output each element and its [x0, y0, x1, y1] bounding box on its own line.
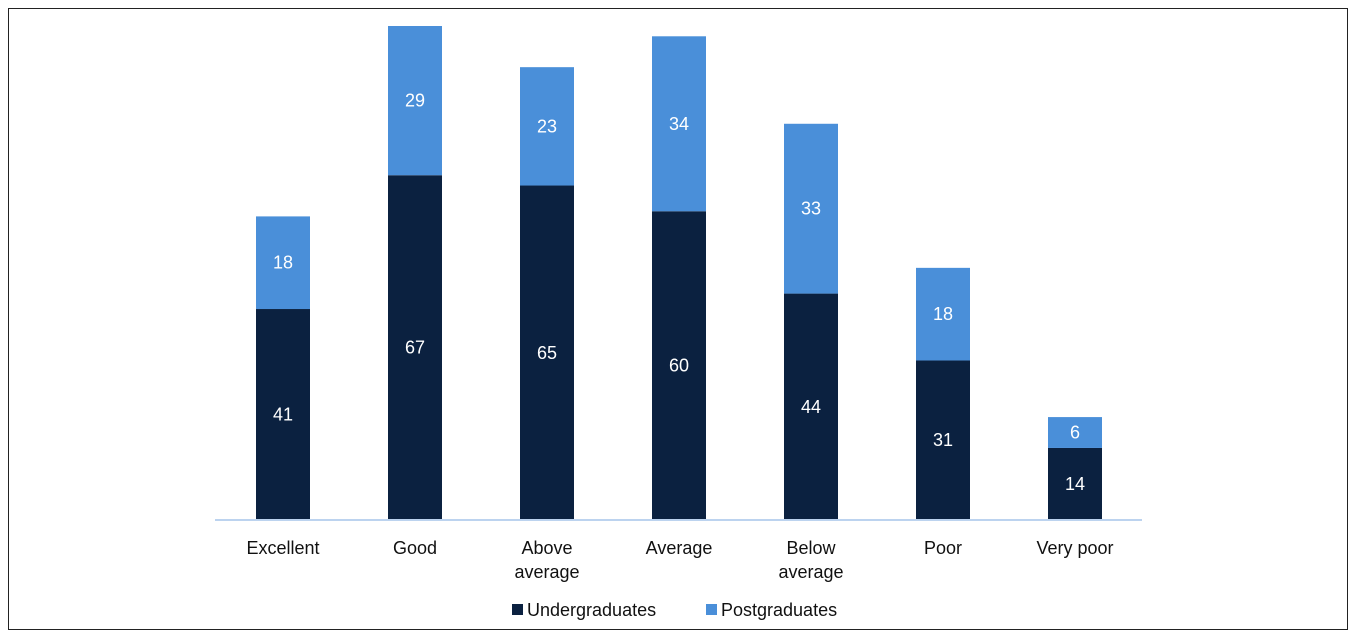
legend-swatch-undergraduates: [512, 604, 523, 615]
data-label-postgraduates-2: 23: [537, 116, 557, 136]
data-label-undergraduates-5: 31: [933, 430, 953, 450]
bar-undergraduates-5: [916, 360, 970, 520]
x-tick-label-0: Excellent: [246, 538, 319, 558]
data-label-undergraduates-3: 60: [669, 356, 689, 376]
bar-postgraduates-0: [256, 216, 310, 310]
bar-undergraduates-3: [652, 211, 706, 520]
legend: Undergraduates Postgraduates: [512, 600, 837, 620]
bar-undergraduates-2: [520, 185, 574, 521]
x-tick-label-5: Poor: [924, 538, 962, 558]
data-label-undergraduates-1: 67: [405, 338, 425, 358]
x-tick-label-2: average: [514, 562, 579, 582]
bar-undergraduates-4: [784, 293, 838, 520]
bar-postgraduates-4: [784, 123, 838, 294]
x-tick-label-1: Good: [393, 538, 437, 558]
bar-postgraduates-2: [520, 67, 574, 186]
bar-undergraduates-0: [256, 309, 310, 520]
bar-undergraduates-6: [1048, 447, 1102, 520]
x-tick-label-6: Very poor: [1036, 538, 1113, 558]
data-label-postgraduates-6: 6: [1070, 423, 1080, 443]
x-tick-labels: Excellent Good Above average Average Below ave…: [246, 538, 1113, 582]
bar-postgraduates-3: [652, 36, 706, 212]
x-tick-label-4: Below: [786, 538, 836, 558]
data-label-postgraduates-5: 18: [933, 304, 953, 324]
bar-postgraduates-5: [916, 267, 970, 361]
bar-postgraduates-6: [1048, 417, 1102, 448]
x-tick-label-2: Above: [521, 538, 572, 558]
x-tick-label-3: Average: [646, 538, 713, 558]
bar-undergraduates-1: [388, 175, 442, 520]
data-label-undergraduates-6: 14: [1065, 474, 1085, 494]
bars-layer: 41 18 67 29 65 23 60 34 44 33 31 18 14 6: [256, 26, 1102, 521]
data-label-postgraduates-0: 18: [273, 253, 293, 273]
x-tick-label-4: average: [778, 562, 843, 582]
data-label-undergraduates-2: 65: [537, 343, 557, 363]
bar-postgraduates-1: [388, 26, 442, 176]
data-label-undergraduates-4: 44: [801, 397, 821, 417]
legend-label-undergraduates: Undergraduates: [527, 600, 656, 620]
data-label-postgraduates-1: 29: [405, 91, 425, 111]
legend-swatch-postgraduates: [706, 604, 717, 615]
data-label-postgraduates-3: 34: [669, 114, 689, 134]
data-label-undergraduates-0: 41: [273, 405, 293, 425]
legend-label-postgraduates: Postgraduates: [721, 600, 837, 620]
data-label-postgraduates-4: 33: [801, 199, 821, 219]
